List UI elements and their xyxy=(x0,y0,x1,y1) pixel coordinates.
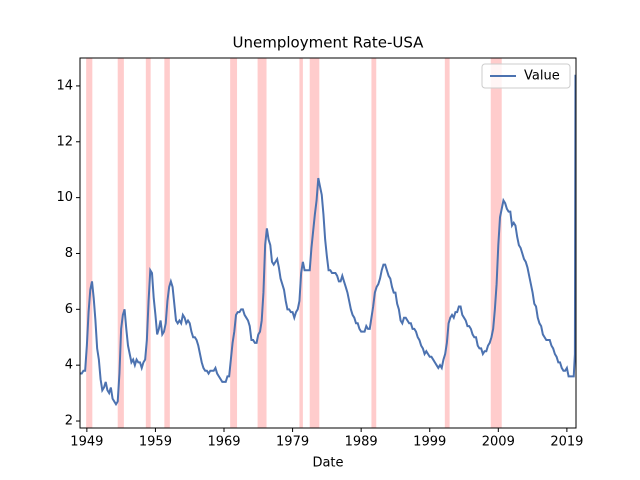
y-tick-label: 10 xyxy=(56,190,73,205)
recession-band xyxy=(490,58,502,428)
y-tick-label: 12 xyxy=(56,134,73,149)
x-tick-label: 1949 xyxy=(70,435,103,450)
x-tick-label: 1969 xyxy=(207,435,240,450)
legend-label: Value xyxy=(524,69,560,84)
y-tick-label: 6 xyxy=(65,302,73,317)
data-line xyxy=(80,74,577,407)
recession-band xyxy=(86,58,93,428)
recession-band xyxy=(257,58,267,428)
x-tick-label: 2019 xyxy=(550,435,583,450)
x-tick-label: 1989 xyxy=(345,435,378,450)
legend-box xyxy=(481,63,571,89)
recession-band xyxy=(444,58,450,428)
y-tick-label: 4 xyxy=(65,358,73,373)
plot-frame xyxy=(79,57,577,429)
recession-band xyxy=(164,58,170,428)
y-tick-label: 8 xyxy=(65,246,73,261)
recession-band xyxy=(117,58,124,428)
y-tick-label: 2 xyxy=(65,414,73,429)
recession-band xyxy=(230,58,238,428)
x-tick-label: 1959 xyxy=(139,435,172,450)
recession-band xyxy=(299,58,303,428)
x-tick-label: 1999 xyxy=(413,435,446,450)
x-tick-label: 1979 xyxy=(276,435,309,450)
chart-title: Unemployment Rate-USA xyxy=(233,34,425,52)
recession-band xyxy=(309,58,320,428)
recession-band xyxy=(145,58,151,428)
x-axis-label: Date xyxy=(312,456,343,471)
x-tick-label: 2009 xyxy=(482,435,515,450)
y-tick-label: 14 xyxy=(56,78,73,93)
recession-band xyxy=(371,58,377,428)
